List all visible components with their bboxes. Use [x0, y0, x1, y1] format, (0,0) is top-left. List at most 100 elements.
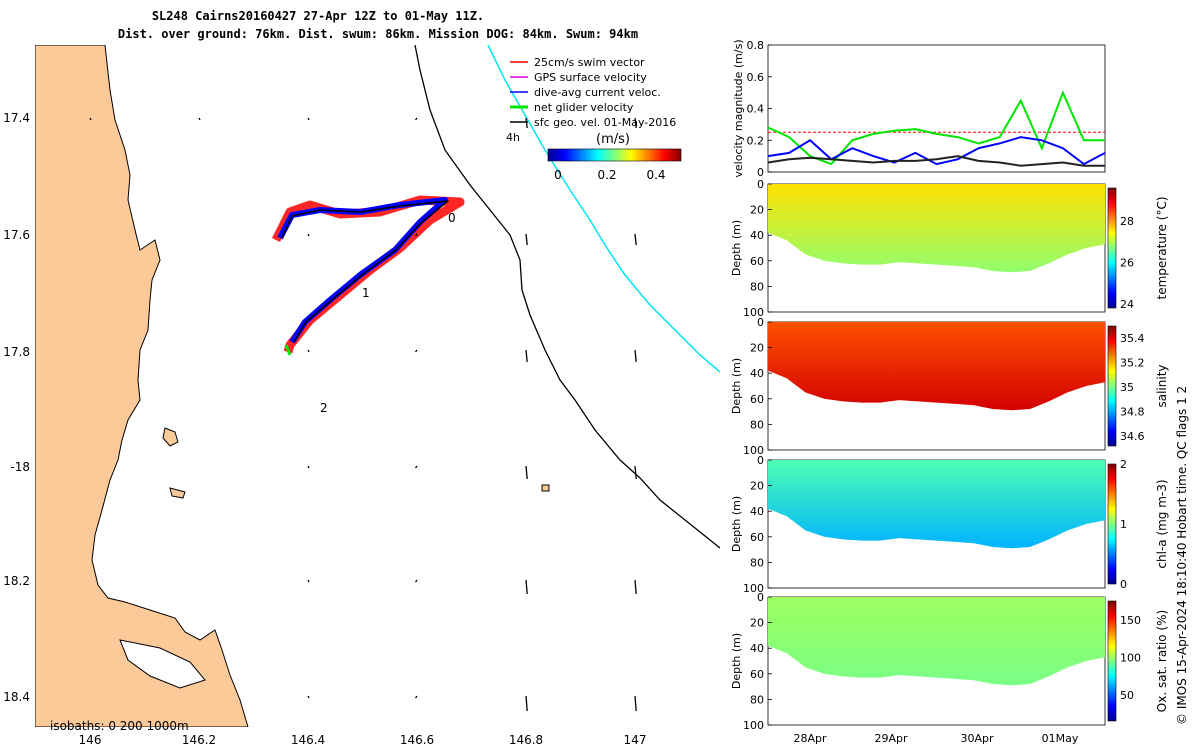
coastline-island [119, 639, 206, 689]
colorbar-tick: 0.4 [646, 168, 665, 182]
x-tick-label: 146 [79, 733, 102, 747]
x-tick-label: 146.4 [291, 733, 325, 747]
isobath-1000m [487, 45, 720, 373]
map-panel: 0 1 2 25cm/s swim vector GPS surface vel… [3, 45, 720, 747]
time-tick-label: 30Apr [960, 732, 994, 745]
colorbar-tick: 34.8 [1120, 406, 1145, 419]
time-tick-label: 29Apr [874, 732, 908, 745]
colorbar-tick: 26 [1120, 256, 1134, 269]
velocity-series-line [767, 136, 1106, 166]
depth-tick: 20 [750, 204, 764, 217]
geo-velocity-arrow [198, 117, 201, 121]
depth-tick: 60 [750, 393, 764, 406]
section-temperature: 0 20 40 60 80 100 Depth (m) 24 26 28 temperature (… [730, 178, 1169, 319]
y-tick-label: 17.8 [3, 345, 30, 359]
section-oxygen: 0 20 40 60 80 100 Depth (m) 50 100 150 Ox. sat. ra… [730, 591, 1169, 732]
geo-velocity-arrow [634, 465, 637, 480]
geo-velocity-arrow [525, 349, 528, 363]
velocity-y-tick: 0 [757, 166, 764, 179]
section-colorbar [1107, 463, 1117, 585]
geo-velocity-arrow [634, 695, 637, 712]
geo-velocity-arrow [414, 695, 418, 699]
velocity-y-tick: 0.2 [747, 134, 765, 147]
colorbar-tick: 1 [1120, 518, 1127, 531]
velocity-series-line [767, 155, 1105, 167]
geo-velocity-arrow [525, 695, 528, 712]
depth-axis-label: Depth (m) [730, 358, 743, 414]
colorbar-tick: 0 [554, 168, 562, 182]
geo-velocity-arrow [414, 349, 418, 353]
geo-velocity-arrow [634, 579, 637, 595]
y-tick-label: 17.4 [3, 111, 30, 125]
depth-tick: 0 [757, 591, 764, 604]
depth-tick: 100 [743, 582, 764, 595]
geo-velocity-arrow [307, 233, 310, 237]
geo-velocity-arrow [414, 117, 418, 121]
legend-gps-velocity: GPS surface velocity [534, 71, 647, 84]
x-tick-label: 146.2 [182, 733, 216, 747]
colorbar-tick: 35 [1120, 381, 1134, 394]
day-label: 2 [320, 401, 328, 415]
depth-tick: 20 [750, 617, 764, 630]
day-label: 0 [448, 211, 456, 225]
depth-tick: 0 [757, 454, 764, 467]
velocity-y-tick: 0.4 [747, 103, 765, 116]
depth-tick: 100 [743, 444, 764, 457]
velocity-series-line [767, 89, 1105, 166]
geo-velocity-arrow [307, 349, 310, 353]
velocity-axes [767, 44, 1106, 173]
colorbar-label: chl-a (mg m-3) [1155, 479, 1169, 568]
time-tick-label: 28Apr [793, 732, 827, 745]
velocity-y-label: velocity magnitude (m/s) [732, 39, 745, 177]
time-axis: 28Apr 29Apr 30Apr 01May [793, 732, 1078, 745]
geo-velocity-arrow [307, 579, 310, 583]
colorbar-tick: 150 [1120, 614, 1141, 627]
geo-velocity-arrow [89, 117, 92, 121]
geo-velocity-arrow [525, 579, 528, 595]
x-tick-label: 146.8 [509, 733, 543, 747]
velocity-y-tick: 0.8 [747, 39, 765, 52]
colorbar-tick: 100 [1120, 651, 1141, 664]
section-field [768, 322, 1105, 411]
map-legend: 25cm/s swim vector GPS surface velocity … [506, 56, 682, 182]
geo-velocity-arrow [307, 117, 310, 121]
depth-tick: 80 [750, 693, 764, 706]
coastline-island [541, 484, 550, 492]
y-tick-label: -18 [10, 460, 30, 474]
depth-axis-label: Depth (m) [730, 496, 743, 552]
colorbar-tick: 34.6 [1120, 430, 1145, 443]
velocity-y-tick: 0.6 [747, 71, 765, 84]
colorbar-tick: 35.2 [1120, 357, 1145, 370]
coastline-land [35, 45, 249, 727]
coastline-island [169, 487, 186, 499]
depth-axis-label: Depth (m) [730, 220, 743, 276]
geo-velocity-arrow [634, 117, 637, 129]
colorbar-tick: 35.4 [1120, 332, 1145, 345]
depth-tick: 40 [750, 505, 764, 518]
depth-tick: 60 [750, 531, 764, 544]
colorbar-label: salinity [1155, 364, 1169, 407]
colorbar-unit-label: (m/s) [596, 132, 630, 147]
geo-velocity-arrow [414, 233, 418, 237]
geo-velocity-arrow [414, 465, 418, 469]
sfc-geo-velocity-arrows [89, 117, 637, 712]
geo-velocity-arrow [634, 233, 637, 246]
section-salinity: 0 20 40 60 80 100 Depth (m) 34.6 34.8 35 35.2 35.4 s… [730, 316, 1169, 457]
depth-tick: 100 [743, 306, 764, 319]
colorbar-tick: 0 [1120, 578, 1127, 591]
geo-velocity-arrow [307, 465, 310, 469]
colorbar-label: temperature (°C) [1155, 197, 1169, 300]
depth-tick: 40 [750, 642, 764, 655]
geo-velocity-arrow [525, 233, 528, 246]
time-tick-label: 01May [1042, 732, 1079, 745]
title-line-2: Dist. over ground: 76km. Dist. swum: 86k… [118, 27, 638, 41]
map-y-axis: 17.4 17.6 17.8 -18 18.2 18.4 [3, 111, 30, 704]
section-colorbar [1107, 600, 1117, 722]
legend-dive-avg-current: dive-avg current veloc. [534, 86, 661, 99]
depth-tick: 40 [750, 229, 764, 242]
depth-tick: 20 [750, 342, 764, 355]
depth-tick: 100 [743, 719, 764, 732]
depth-tick: 0 [757, 316, 764, 329]
geo-velocity-arrow [634, 349, 637, 363]
